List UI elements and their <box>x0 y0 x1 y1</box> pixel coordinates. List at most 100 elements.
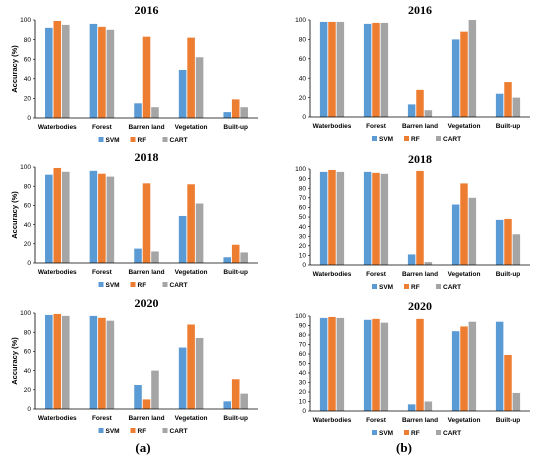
y-tick-label: 30 <box>299 233 307 240</box>
legend-swatch-rf <box>404 284 409 289</box>
y-tick-label: 60 <box>299 205 307 212</box>
bar-cart <box>61 315 70 409</box>
bar-svm <box>495 219 504 265</box>
charts: 2016 0 20 40 60 80 100 Accuracy (%) Waterbodies F… <box>10 3 530 437</box>
bar-cart <box>424 401 433 411</box>
bar-cart <box>195 337 204 409</box>
category-label: Forest <box>366 123 387 130</box>
y-tick-label: 20 <box>24 96 32 103</box>
chart-5: 2020 0 20 40 60 80 100 Accuracy (%) Waterbodies F… <box>10 296 258 435</box>
legend-swatch-rf <box>130 282 136 287</box>
bar-rf <box>53 20 62 119</box>
chart-title: 2016 <box>408 3 432 17</box>
bar-cart <box>468 197 477 265</box>
y-tick-label: 0 <box>27 260 31 267</box>
y-tick-label: 20 <box>299 95 307 102</box>
legend-label-rf: RF <box>138 428 147 435</box>
legend-label-cart: CART <box>443 284 461 291</box>
chart-title: 2020 <box>135 296 159 310</box>
legend-label-svm: SVM <box>379 284 393 291</box>
bar-rf <box>328 169 336 265</box>
legend-swatch-cart <box>436 430 441 435</box>
bar-svm <box>451 39 460 117</box>
bar-svm <box>178 69 187 118</box>
y-tick-label: 60 <box>24 203 32 210</box>
legend-label-cart: CART <box>443 136 461 143</box>
bar-rf <box>98 26 106 118</box>
bar-svm <box>45 174 53 263</box>
category-label: Forest <box>92 269 113 276</box>
bar-svm <box>407 254 416 265</box>
category-label: Forest <box>92 415 113 422</box>
bar-rf <box>460 183 468 265</box>
legend-swatch-rf <box>404 430 409 435</box>
y-tick-label: 40 <box>299 370 307 377</box>
bar-rf <box>187 37 195 118</box>
bar-rf <box>504 218 512 265</box>
category-label: Vegetation <box>448 417 481 424</box>
category-label: Vegetation <box>175 124 208 131</box>
legend-swatch-cart <box>162 282 168 287</box>
y-tick-label: 40 <box>24 368 32 375</box>
bar-svm <box>223 401 232 409</box>
bar-cart <box>195 203 204 263</box>
y-tick-label: 100 <box>20 164 31 171</box>
legend-label-cart: CART <box>170 282 188 289</box>
category-label: Forest <box>366 271 387 278</box>
chart-4: 2018 0 10 20 30 40 50 60 70 80 90 100 Waterbodies For… <box>295 152 530 291</box>
y-tick-label: 80 <box>299 332 307 339</box>
bar-svm <box>451 204 460 265</box>
legend-label-svm: SVM <box>106 282 120 289</box>
category-label: Forest <box>366 417 387 424</box>
y-tick-label: 40 <box>24 222 32 229</box>
panel-caption-b: (b) <box>396 440 412 455</box>
bar-rf <box>53 167 62 263</box>
y-tick-label: 30 <box>299 380 307 387</box>
bar-rf <box>372 22 380 117</box>
category-label: Barren land <box>402 417 438 424</box>
y-tick-label: 80 <box>299 37 307 44</box>
category-label: Vegetation <box>448 123 481 130</box>
bar-svm <box>495 93 504 117</box>
bar-svm <box>451 331 460 411</box>
bar-svm <box>363 319 372 411</box>
y-tick-label: 0 <box>302 262 306 269</box>
y-tick-label: 0 <box>27 115 31 122</box>
bar-cart <box>240 393 248 409</box>
bar-rf <box>416 89 424 117</box>
y-axis-title: Accuracy (%) <box>10 337 19 385</box>
y-tick-label: 100 <box>295 17 306 24</box>
bar-svm <box>319 21 328 117</box>
legend-swatch-svm <box>98 137 104 142</box>
bar-rf <box>98 173 106 263</box>
bar-rf <box>142 399 151 409</box>
bar-cart <box>106 29 115 118</box>
legend: SVM RF CART <box>98 282 188 289</box>
y-axis-title: Accuracy (%) <box>10 45 19 93</box>
y-axis-title: Accuracy (%) <box>10 191 19 239</box>
category-label: Built-up <box>496 271 521 278</box>
legend-swatch-svm <box>372 284 377 289</box>
category-label: Waterbodies <box>313 417 352 424</box>
y-tick-label: 100 <box>295 313 306 320</box>
category-label: Vegetation <box>448 271 481 278</box>
bar-cart <box>468 20 477 117</box>
y-tick-label: 90 <box>299 323 307 330</box>
y-tick-label: 50 <box>299 214 307 221</box>
category-label: Waterbodies <box>38 269 77 276</box>
bar-cart <box>61 171 70 263</box>
category-label: Built-up <box>496 417 521 424</box>
legend-label-svm: SVM <box>379 136 393 143</box>
legend: SVM RF CART <box>98 137 188 144</box>
bar-rf <box>416 318 424 411</box>
chart-1: 2016 0 20 40 60 80 100 Accuracy (%) Waterbodies F… <box>10 3 258 144</box>
bar-svm <box>319 171 328 265</box>
bar-rf <box>416 170 424 265</box>
legend-label-rf: RF <box>138 137 147 144</box>
bar-cart <box>240 252 248 263</box>
bar-rf <box>231 379 240 409</box>
bar-svm <box>319 317 328 411</box>
bar-svm <box>45 314 53 409</box>
category-label: Forest <box>92 124 113 131</box>
